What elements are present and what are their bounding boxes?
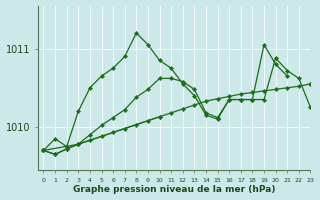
X-axis label: Graphe pression niveau de la mer (hPa): Graphe pression niveau de la mer (hPa) <box>73 185 275 194</box>
